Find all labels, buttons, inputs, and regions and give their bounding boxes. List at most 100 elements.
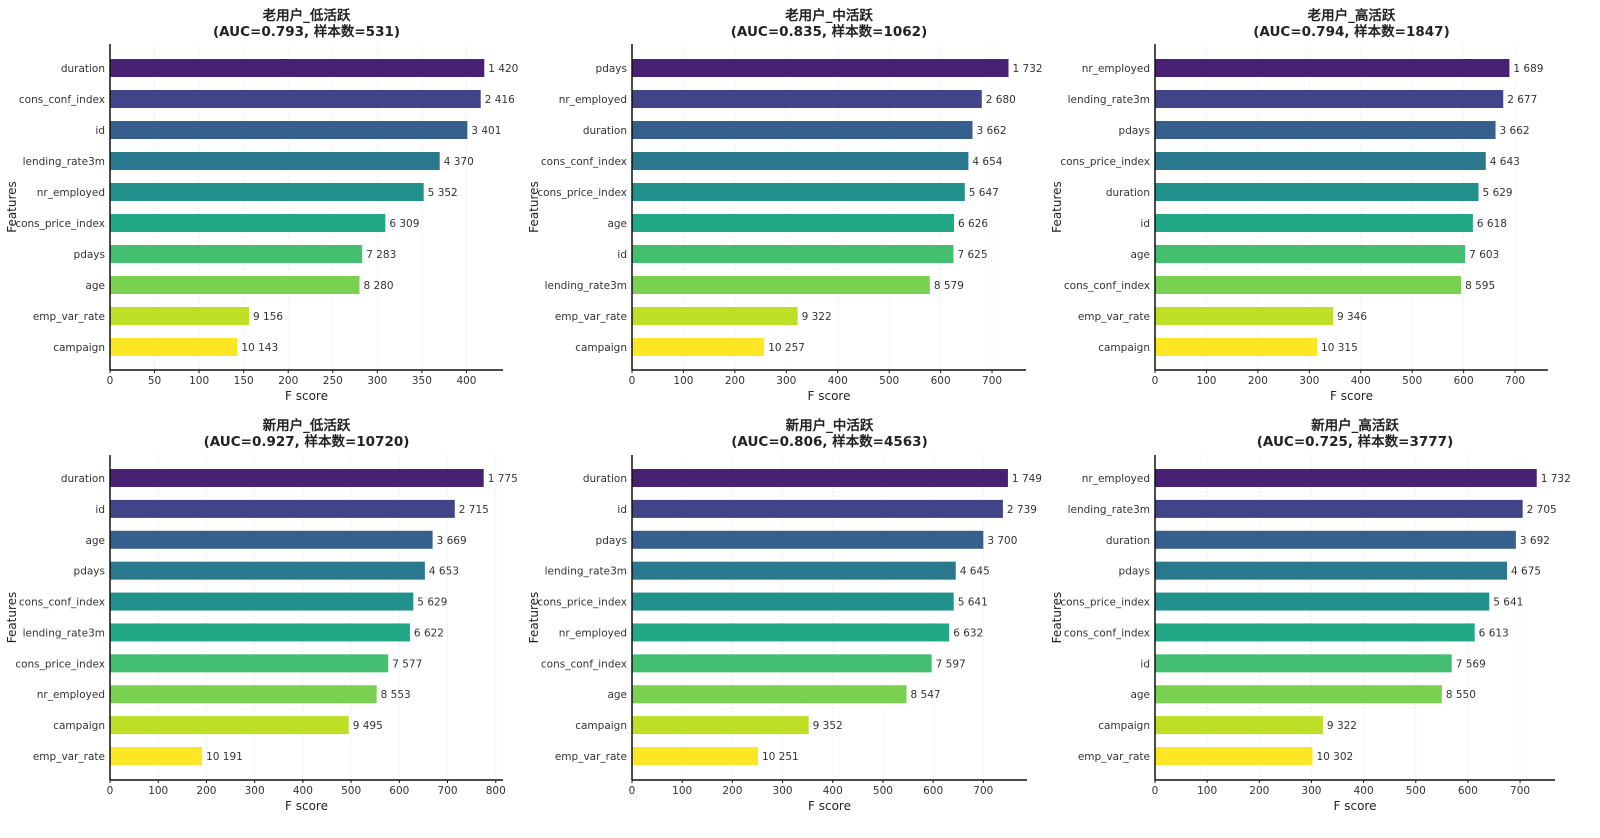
y-axis-label: Features (527, 592, 541, 644)
bar-value-label: 9 495 (353, 720, 383, 732)
chart-subtitle: (AUC=0.794, 样本数=1847) (1253, 23, 1449, 40)
x-tick-label: 400 (456, 375, 476, 387)
x-tick-label: 700 (438, 785, 458, 797)
feature-tick-label: emp_var_rate (33, 751, 105, 763)
bar-value-label: 7 625 (957, 249, 987, 261)
bar-value-label: 7 569 (1456, 658, 1486, 670)
x-axis-label: F score (1334, 799, 1377, 813)
feature-tick-label: duration (1106, 535, 1150, 547)
x-tick-label: 400 (828, 375, 848, 387)
x-tick-label: 700 (973, 785, 993, 797)
x-tick-label: 500 (879, 375, 899, 387)
bar-value-label: 4 654 (972, 156, 1002, 168)
x-tick-label: 0 (1152, 785, 1159, 797)
bar-pdays (1155, 121, 1496, 139)
bar-value-label: 1 732 (1541, 473, 1571, 485)
chart-title: 老用户_高活跃 (1308, 7, 1396, 24)
bar-value-label: 6 618 (1477, 218, 1507, 230)
x-tick-label: 100 (189, 375, 209, 387)
x-tick-label: 500 (873, 785, 893, 797)
feature-tick-label: lending_rate3m (1068, 94, 1150, 106)
chart-panel-6: 新用户_高活跃(AUC=0.725, 样本数=3777) 1 732 nr_empl… (1050, 417, 1571, 813)
feature-tick-label: id (95, 125, 105, 137)
feature-tick-label: age (1130, 249, 1150, 261)
bar-lending-rate3m (632, 561, 956, 580)
feature-tick-label: cons_price_index (15, 218, 105, 230)
x-tick-label: 700 (1505, 375, 1525, 387)
feature-tick-label: id (95, 504, 105, 516)
feature-tick-label: nr_employed (37, 689, 105, 701)
bar-pdays (632, 59, 1009, 77)
bar-value-label: 9 346 (1337, 311, 1367, 323)
x-tick-label: 500 (1402, 375, 1422, 387)
bar-value-label: 8 595 (1465, 280, 1495, 292)
x-tick-label: 400 (1351, 375, 1371, 387)
bar-campaign (632, 716, 809, 735)
chart-title: 老用户_中活跃 (785, 7, 873, 24)
feature-tick-label: lending_rate3m (23, 156, 105, 168)
chart-panel-5: 新用户_中活跃(AUC=0.806, 样本数=4563) 1 749 duratio… (527, 417, 1042, 813)
bar-value-label: 9 322 (1327, 720, 1357, 732)
bar-campaign (1155, 716, 1323, 735)
bar-value-label: 3 662 (1500, 125, 1530, 137)
x-tick-label: 100 (148, 785, 168, 797)
feature-tick-label: duration (583, 125, 627, 137)
x-tick-label: 0 (107, 375, 114, 387)
bar-value-label: 7 283 (366, 249, 396, 261)
bar-value-label: 3 700 (987, 535, 1017, 547)
x-tick-label: 50 (148, 375, 161, 387)
chart-title: 新用户_低活跃 (263, 417, 351, 434)
x-tick-label: 200 (278, 375, 298, 387)
feature-tick-label: cons_price_index (537, 187, 627, 199)
feature-tick-label: pdays (596, 535, 627, 547)
feature-tick-label: campaign (53, 342, 105, 354)
feature-tick-label: duration (583, 473, 627, 485)
feature-tick-label: age (85, 280, 105, 292)
bar-value-label: 8 550 (1446, 689, 1476, 701)
bar-age (1155, 245, 1466, 263)
bar-emp-var-rate (632, 307, 798, 325)
bar-value-label: 5 647 (969, 187, 999, 199)
x-tick-label: 200 (1249, 785, 1269, 797)
x-tick-label: 100 (1197, 785, 1217, 797)
feature-tick-label: campaign (575, 720, 627, 732)
bar-nr-employed (110, 685, 377, 704)
feature-tick-label: cons_conf_index (19, 94, 105, 106)
chart-subtitle: (AUC=0.793, 样本数=531) (213, 23, 400, 40)
bar-value-label: 4 370 (444, 156, 474, 168)
feature-tick-label: age (607, 218, 627, 230)
bar-cons-conf-index (632, 152, 969, 170)
x-tick-label: 500 (341, 785, 361, 797)
bar-value-label: 1 749 (1012, 473, 1042, 485)
feature-tick-label: cons_conf_index (1064, 280, 1150, 292)
bar-value-label: 8 547 (911, 689, 941, 701)
bar-lending-rate3m (1155, 90, 1504, 108)
bar-cons-price-index (632, 183, 965, 201)
x-tick-label: 100 (1196, 375, 1216, 387)
bar-cons-price-index (1155, 152, 1486, 170)
bar-emp-var-rate (110, 307, 250, 325)
bar-cons-conf-index (110, 90, 481, 108)
x-tick-label: 600 (931, 375, 951, 387)
chart-subtitle: (AUC=0.806, 样本数=4563) (731, 433, 927, 450)
chart-title: 新用户_高活跃 (1311, 417, 1399, 434)
bar-value-label: 5 352 (428, 187, 458, 199)
feature-tick-label: campaign (53, 720, 105, 732)
x-tick-label: 200 (196, 785, 216, 797)
bar-value-label: 2 416 (485, 94, 515, 106)
bar-value-label: 2 739 (1007, 504, 1037, 516)
feature-tick-label: nr_employed (1082, 473, 1150, 485)
bar-pdays (632, 530, 984, 549)
chart-panel-4: 新用户_低活跃(AUC=0.927, 样本数=10720) 1 775 durati… (5, 417, 518, 813)
bar-value-label: 6 613 (1479, 627, 1509, 639)
bar-value-label: 10 143 (241, 342, 278, 354)
y-axis-label: Features (5, 181, 19, 233)
chart-panel-2: 老用户_中活跃(AUC=0.835, 样本数=1062) 1 732 pdays 2 … (527, 7, 1043, 403)
feature-tick-label: id (1140, 218, 1150, 230)
x-tick-label: 0 (1152, 375, 1159, 387)
chart-title: 新用户_中活跃 (786, 417, 874, 434)
x-tick-label: 300 (367, 375, 387, 387)
chart-subtitle: (AUC=0.725, 样本数=3777) (1257, 433, 1453, 450)
bar-id (1155, 214, 1473, 232)
bar-value-label: 2 715 (459, 504, 489, 516)
